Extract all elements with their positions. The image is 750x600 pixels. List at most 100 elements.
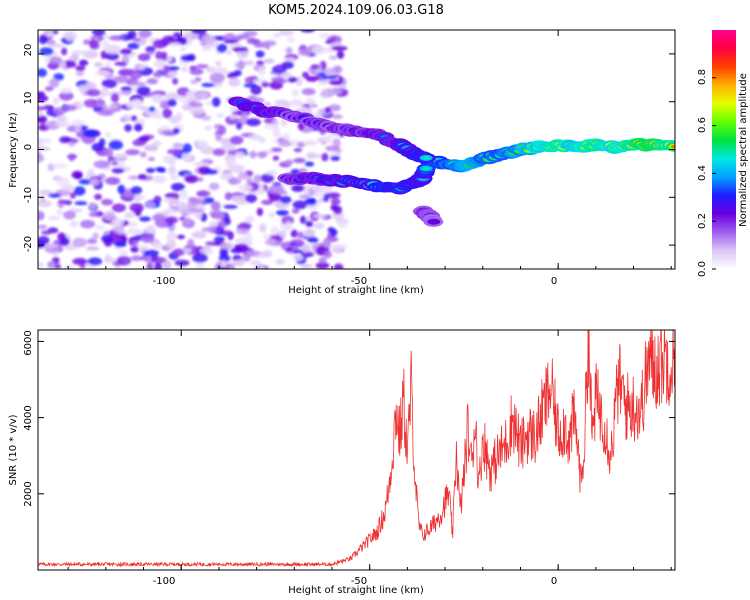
heatmap-noise-cell [163,260,172,269]
heatmap-noise-cell [317,71,326,78]
heatmap-noise-cell [101,234,113,243]
heatmap-noise-cell [275,79,288,84]
heatmap-noise-cell [80,219,95,229]
heatmap-noise-cell [259,223,267,233]
heatmap-noise-cell [93,62,103,68]
heatmap-noise-cell [298,49,311,56]
heatmap-noise-cell [292,254,304,261]
heatmap-noise-cell [155,51,163,60]
heatmap-noise-cell [209,182,220,191]
heatmap-noise-cell [184,174,199,184]
colorbar-tick-1: 0.0 [697,261,708,277]
heatmap-noise-cell [167,165,177,176]
heatmap-noise-cell [183,247,192,254]
heatmap-noise-cell [226,72,238,79]
heatmap-noise-cell [75,71,84,77]
heatmap-noise-cell [327,227,335,233]
heatmap-noise-cell [38,152,43,162]
heatmap-noise-cell [238,171,248,180]
heatmap-noise-cell [88,211,98,217]
heatmap-noise-cell [83,129,99,138]
heatmap-noise-cell [216,43,228,53]
heatmap-noise-cell [291,208,300,214]
heatmap-noise-cell [38,36,48,45]
heatmap-noise-cell [101,198,114,206]
heatmap-noise-cell [194,77,202,82]
heatmap-noise-cell [45,30,54,38]
heatmap-noise-cell [172,127,180,135]
heatmap-noise-cell [229,135,244,145]
heatmap-ridge-cell [671,144,675,149]
heatmap-noise-cell [105,52,120,61]
heatmap-noise-cell [169,175,180,180]
heatmap-noise-cell [131,240,139,247]
heatmap-noise-cell [272,132,282,138]
heatmap-noise-cell [226,263,235,269]
heatmap-noise-cell [214,212,225,220]
heatmap-noise-cell [47,216,60,221]
colorbar-tick-2: 0.2 [697,213,708,229]
heatmap-noise-cell [218,254,231,262]
heatmap-noise-cell [165,92,179,102]
snr-x-tick-3: 0 [551,576,557,587]
heatmap-noise-cell [127,30,137,40]
heatmap-noise-cell [146,224,156,235]
heatmap-noise-cell [268,184,285,194]
heatmap-noise-cell [219,242,234,250]
heatmap-noise-cell [103,210,116,221]
heatmap-noise-cell [69,220,79,228]
heatmap-noise-cell [64,31,77,42]
heatmap-noise-cell [138,135,151,142]
heatmap-noise-cell [325,145,340,152]
heatmap-noise-cell [229,114,238,120]
heatmap-noise-cell [137,245,150,250]
heatmap-noise-cell [231,111,245,116]
heatmap-noise-cell [332,138,341,148]
spectrogram-y-tick-3: 0 [23,144,34,150]
heatmap-noise-cell [326,192,341,199]
heatmap-noise-cell [180,46,187,52]
heatmap-noise-cell [201,115,212,121]
spectrogram-y-tick-2: 10 [23,92,34,105]
spectrogram-panel: -100 -50 0 20 10 0 -10 -20 Height of str… [8,29,676,296]
heatmap-noise-cell [196,92,209,99]
spectrogram-x-label: Height of straight line (km) [288,285,424,296]
spectrogram-ticks [38,30,675,269]
heatmap-noise-cell [124,124,132,132]
heatmap-noise-cell [95,98,104,108]
heatmap-noise-cell [311,45,326,55]
heatmap-noise-cell [148,106,156,112]
heatmap-noise-cell [176,234,186,240]
heatmap-noise-cell [130,115,138,122]
heatmap-noise-cell [246,177,253,185]
heatmap-noise-cell [225,157,237,167]
colorbar-tick-3: 0.4 [697,165,708,181]
heatmap-noise-cell [189,102,204,108]
heatmap-noise-cell [289,100,304,107]
heatmap-noise-cell [227,177,242,185]
heatmap-noise-cell [292,200,308,210]
heatmap-noise-cell [319,32,330,39]
chart-title: KOM5.2024.109.06.03.G18 [268,3,444,18]
heatmap-noise-cell [130,186,143,195]
heatmap-noise-cell [163,197,178,203]
heatmap-noise-cell [291,184,305,192]
heatmap-noise-cell [238,222,252,230]
heatmap-noise-cell [94,193,103,200]
heatmap-noise-cell [304,229,315,238]
heatmap-noise-cell [258,136,266,144]
heatmap-noise-cell [125,149,140,156]
heatmap-noise-cell [275,209,289,216]
heatmap-noise-cell [92,232,100,239]
heatmap-noise-cell [137,174,147,180]
heatmap-noise-cell [224,192,232,201]
heatmap-noise-cell [268,212,275,218]
heatmap-noise-cell [321,153,329,162]
snr-y-label: SNR (10 * v/v) [8,414,19,485]
heatmap-noise-cell [154,262,163,269]
heatmap-noise-cell [167,99,177,107]
heatmap-noise-cell [116,255,132,266]
heatmap-noise-cell [129,202,144,213]
spectrogram-x-tick-2: -50 [351,276,367,287]
heatmap-noise-cell [83,39,91,45]
